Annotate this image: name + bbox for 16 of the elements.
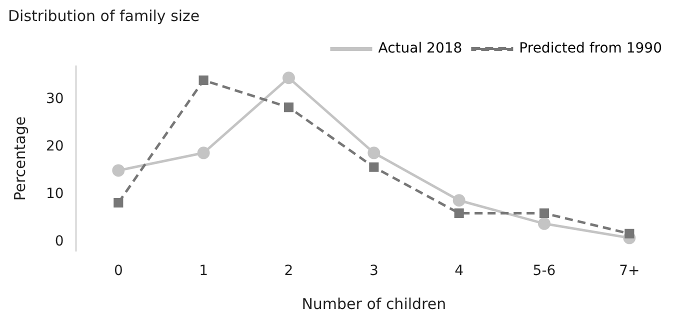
x-tick-label: 7+ [619,263,640,280]
y-tick-label: 30 [46,90,64,107]
legend-label: Predicted from 1990 [519,40,662,57]
x-tick-label: 5-6 [532,263,556,280]
chart-title: Distribution of family size [8,6,200,25]
x-tick-label: 4 [454,263,464,280]
x-axis-title: Number of children [302,294,446,313]
y-tick-label: 0 [54,233,64,250]
y-tick-label: 10 [46,186,64,202]
y-tick-label: 20 [46,138,64,154]
y-axis-title: Percentage [10,116,29,201]
x-tick-label: 3 [369,263,378,280]
x-tick-label: 0 [114,263,123,280]
x-tick-label: 2 [284,263,294,280]
legend-label: Actual 2018 [378,40,462,57]
x-tick-label: 1 [199,263,208,280]
